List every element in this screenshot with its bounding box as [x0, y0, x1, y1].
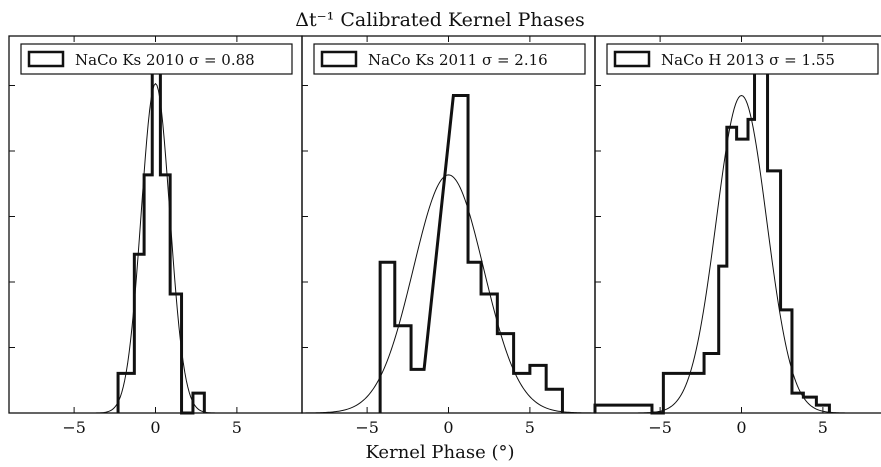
x-tick-label: 0 — [443, 418, 453, 437]
legend-label: NaCo Ks 2011 σ = 2.16 — [368, 51, 548, 69]
panel-frame — [301, 35, 596, 414]
x-tick-label: −5 — [648, 418, 672, 437]
panels-group: −5 0 5 NaCo Ks 2010 σ = 0.88 −5 0 5 NaCo Ks 201… — [8, 35, 881, 437]
x-tick-label: 0 — [150, 418, 160, 437]
x-tick-label: 5 — [232, 418, 242, 437]
x-tick-label: 5 — [818, 418, 828, 437]
x-tick-label: −5 — [62, 418, 86, 437]
legend-box — [20, 43, 293, 75]
histogram-steps — [116, 54, 206, 415]
x-axis-label: Kernel Phase (°) — [365, 442, 514, 463]
panel-2: −5 0 5 NaCo Ks 2011 σ = 2.16 — [301, 35, 596, 437]
legend-box — [313, 43, 586, 75]
gaussian-fit-curve — [595, 94, 881, 414]
x-tick-label: 0 — [736, 418, 746, 437]
histogram-steps — [378, 94, 564, 413]
panel-3: −5 0 5 NaCo H 2013 σ = 1.55 — [593, 35, 881, 437]
gaussian-fit-curve — [301, 174, 596, 414]
legend-swatch — [320, 50, 358, 68]
legend-box — [606, 43, 879, 75]
panel-frame — [8, 35, 303, 414]
figure-title: Δt⁻¹ Calibrated Kernel Phases — [295, 9, 584, 31]
legend-label: NaCo Ks 2010 σ = 0.88 — [75, 51, 255, 69]
legend-swatch — [613, 50, 651, 68]
x-tick-label: −5 — [355, 418, 379, 437]
gaussian-fit-curve — [9, 82, 302, 414]
histogram-steps — [593, 46, 831, 415]
panel-frame — [594, 35, 881, 414]
legend-label: NaCo H 2013 σ = 1.55 — [661, 51, 835, 69]
panel-1: −5 0 5 NaCo Ks 2010 σ = 0.88 — [8, 35, 303, 437]
legend-swatch — [27, 50, 65, 68]
x-tick-label: 5 — [525, 418, 535, 437]
